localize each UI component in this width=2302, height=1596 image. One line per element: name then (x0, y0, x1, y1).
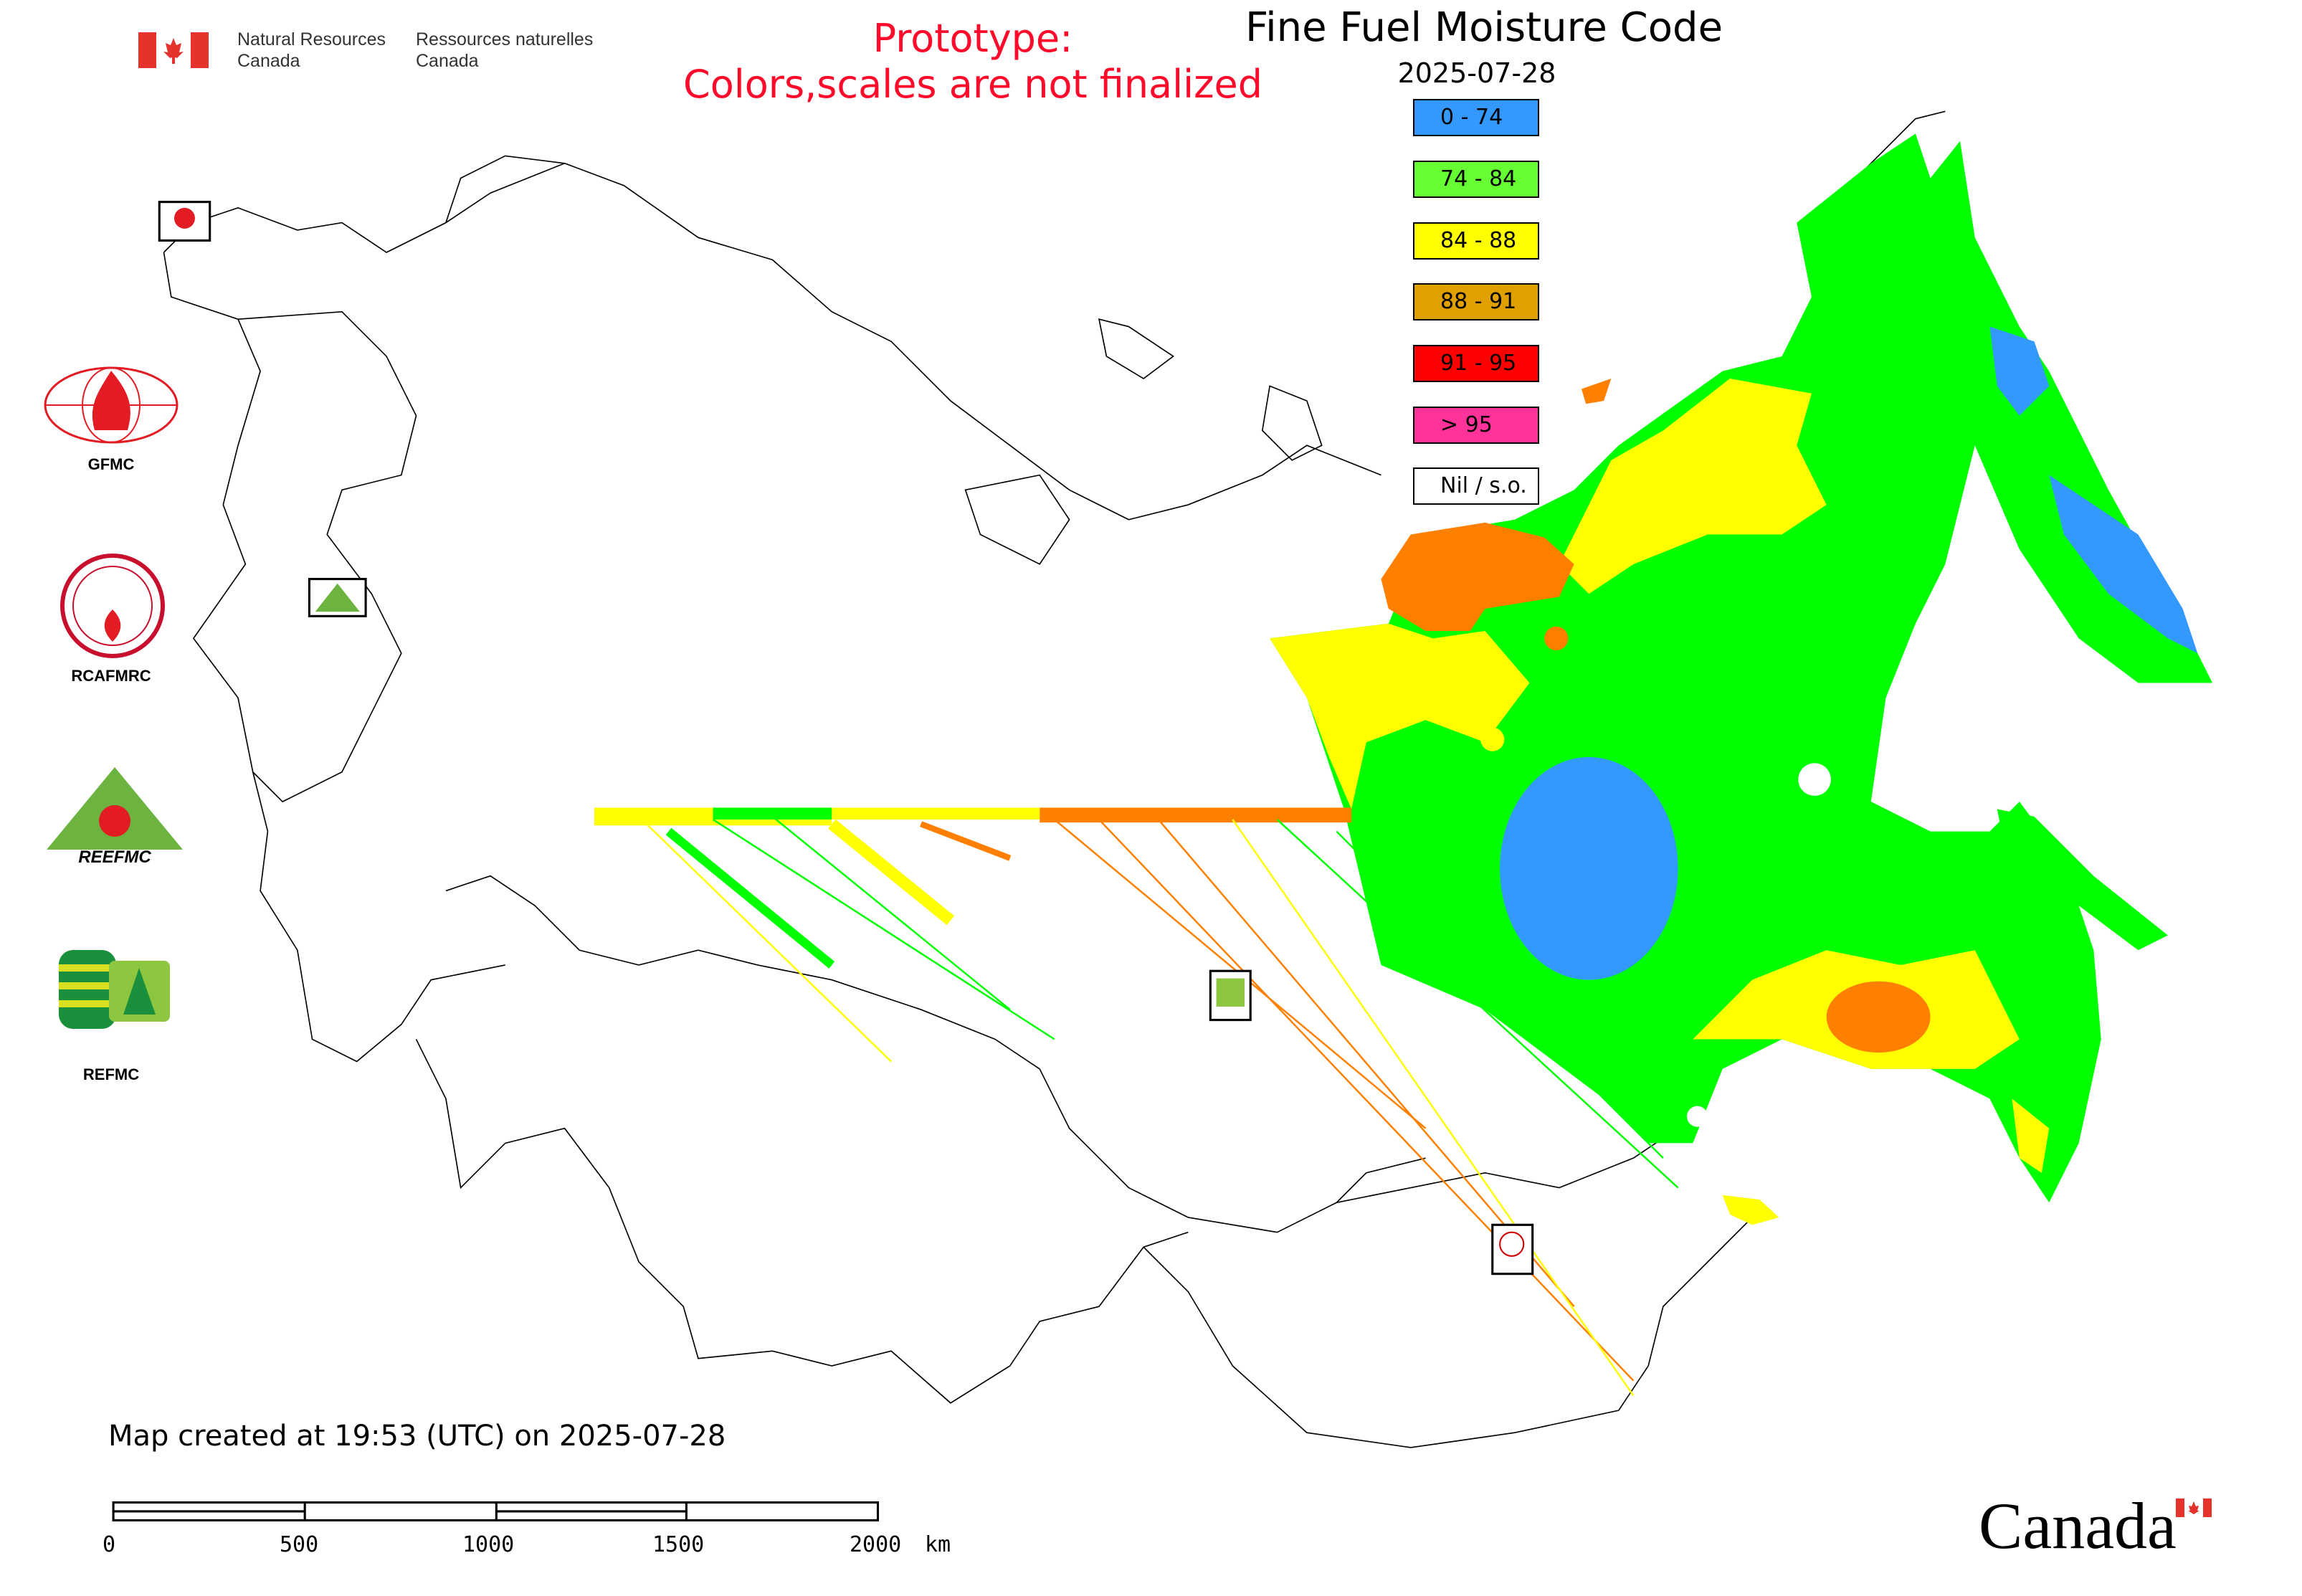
scale-label-2000: 2000 (850, 1532, 902, 1557)
canada-flag-icon (138, 32, 209, 68)
ffmc-streaks (594, 807, 1679, 1397)
ffmc-area-moderate-kamchatka (1997, 809, 2168, 951)
svg-text:REEFMC: REEFMC (78, 847, 151, 867)
canada-wordmark: Canada (1979, 1489, 2177, 1562)
scale-label-1500: 1500 (652, 1532, 705, 1557)
ffmc-area-high-north (1559, 379, 1827, 594)
ffmc-area-high-korea (1722, 1194, 1779, 1225)
scale-label-1000: 1000 (462, 1532, 515, 1557)
prototype-notice-line1: Prototype: (872, 16, 1073, 61)
rcafmrc-label: RCAFMRC (71, 667, 151, 685)
legend-item-91-95: 91 - 95 (1413, 345, 1539, 382)
scale-label-0: 0 (103, 1532, 116, 1557)
gfmc-logo-icon (44, 366, 179, 444)
legend-item-84-88: 84 - 88 (1413, 222, 1539, 260)
scale-label-500: 500 (280, 1532, 319, 1557)
ffmc-area-very-high-south (1826, 981, 1931, 1053)
ffmc-area-low-coast (2049, 475, 2198, 654)
map-logo-markers (158, 201, 1534, 1276)
gfmc-label: GFMC (87, 455, 135, 473)
ffmc-area-low-central (1500, 757, 1678, 980)
legend-item-74-84: 74 - 84 (1413, 161, 1539, 198)
map-date: 2025-07-28 (1397, 57, 1556, 89)
refmc-label: REFMC (82, 1065, 140, 1083)
ffmc-area-very-high-island (1582, 379, 1612, 404)
ffmc-area-low-east (1989, 326, 2050, 416)
map-created-note: Map created at 19:53 (UTC) on 2025-07-28 (108, 1420, 726, 1453)
ffmc-area-moderate (1270, 133, 2213, 1203)
refmc-logo-icon (59, 950, 170, 1029)
legend-item-88-91: 88 - 91 (1413, 283, 1539, 320)
country-boundaries (163, 110, 1946, 1448)
prototype-notice-line2: Colors,scales are not finalized (683, 62, 1262, 107)
ffmc-area-high-west (1270, 623, 1530, 809)
map-title: Fine Fuel Moisture Code (1245, 4, 1723, 51)
legend-item-nil: Nil / s.o. (1413, 467, 1539, 505)
legend-item-0-74: 0 - 74 (1413, 99, 1539, 136)
scale-bar (112, 1501, 880, 1521)
nrcan-french: Ressources naturelles Canada (416, 29, 594, 71)
reefmc-logo-icon: REEFMC (43, 767, 186, 867)
rcafmrc-logo-icon (60, 554, 165, 658)
ffmc-area-very-high-taymyr (1381, 522, 1574, 632)
legend-item-over-95: > 95 (1413, 407, 1539, 444)
ffmc-area-high-sw (2012, 1098, 2050, 1173)
nrcan-english: Natural Resources Canada (237, 29, 386, 71)
scale-unit: km (925, 1532, 951, 1557)
ffmc-field (594, 133, 2213, 1397)
wordmark-flag-icon (2176, 1498, 2212, 1517)
